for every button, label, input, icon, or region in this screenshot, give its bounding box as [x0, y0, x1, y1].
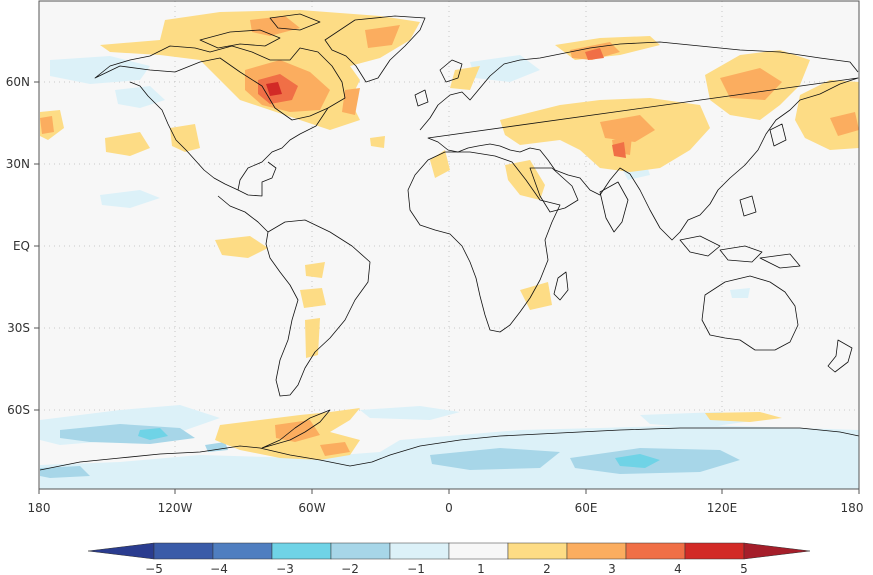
colorbar-tick-label: −1: [407, 562, 425, 575]
lon-label: 180: [28, 501, 51, 515]
lon-label: 60W: [298, 501, 325, 515]
colorbar-tick-label: −2: [341, 562, 359, 575]
colorbar-segment: [625, 542, 686, 560]
colorbar-tick-label: 3: [608, 562, 616, 575]
latitude-labels: 60N 30N EQ 30S 60S: [6, 75, 30, 417]
lon-label: 120W: [158, 501, 193, 515]
colorbar-tick-label: 4: [674, 562, 682, 575]
lat-label: 30S: [7, 321, 30, 335]
lon-label: 60E: [575, 501, 598, 515]
lon-label: 120E: [707, 501, 738, 515]
colorbar-segment: [566, 542, 627, 560]
lat-label: 60N: [6, 75, 30, 89]
colorbar: −5 −4 −3 −2 −1 1 2 3 4 5: [87, 542, 811, 575]
colorbar-segment: [153, 542, 214, 560]
colorbar-tick-label: −4: [210, 562, 228, 575]
colorbar-segment: [507, 542, 568, 560]
colorbar-segment: [448, 542, 509, 560]
axis-ticks: [34, 81, 860, 494]
colorbar-high-extension: [743, 542, 811, 560]
grid-lines: [39, 1, 859, 489]
lat-label: 30N: [6, 157, 30, 171]
colorbar-tick-label: 5: [740, 562, 748, 575]
colorbar-tick-label: −5: [145, 562, 163, 575]
colorbar-segment: [389, 542, 450, 560]
colorbar-segment: [271, 542, 332, 560]
lon-label: 0: [445, 501, 453, 515]
colorbar-tick-label: −3: [276, 562, 294, 575]
longitude-labels: 180 120W 60W 0 60E 120E 180: [28, 501, 864, 515]
coastlines: [39, 13, 860, 471]
lon-label: 180: [841, 501, 864, 515]
colorbar-tick-label: 1: [477, 562, 485, 575]
lat-label: EQ: [13, 239, 30, 253]
colorbar-tick-label: 2: [543, 562, 551, 575]
colorbar-segment: [212, 542, 273, 560]
colorbar-low-extension: [87, 542, 155, 560]
anomaly-shading: [40, 10, 859, 489]
lat-label: 60S: [7, 403, 30, 417]
colorbar-segment: [330, 542, 391, 560]
colorbar-segment: [684, 542, 745, 560]
